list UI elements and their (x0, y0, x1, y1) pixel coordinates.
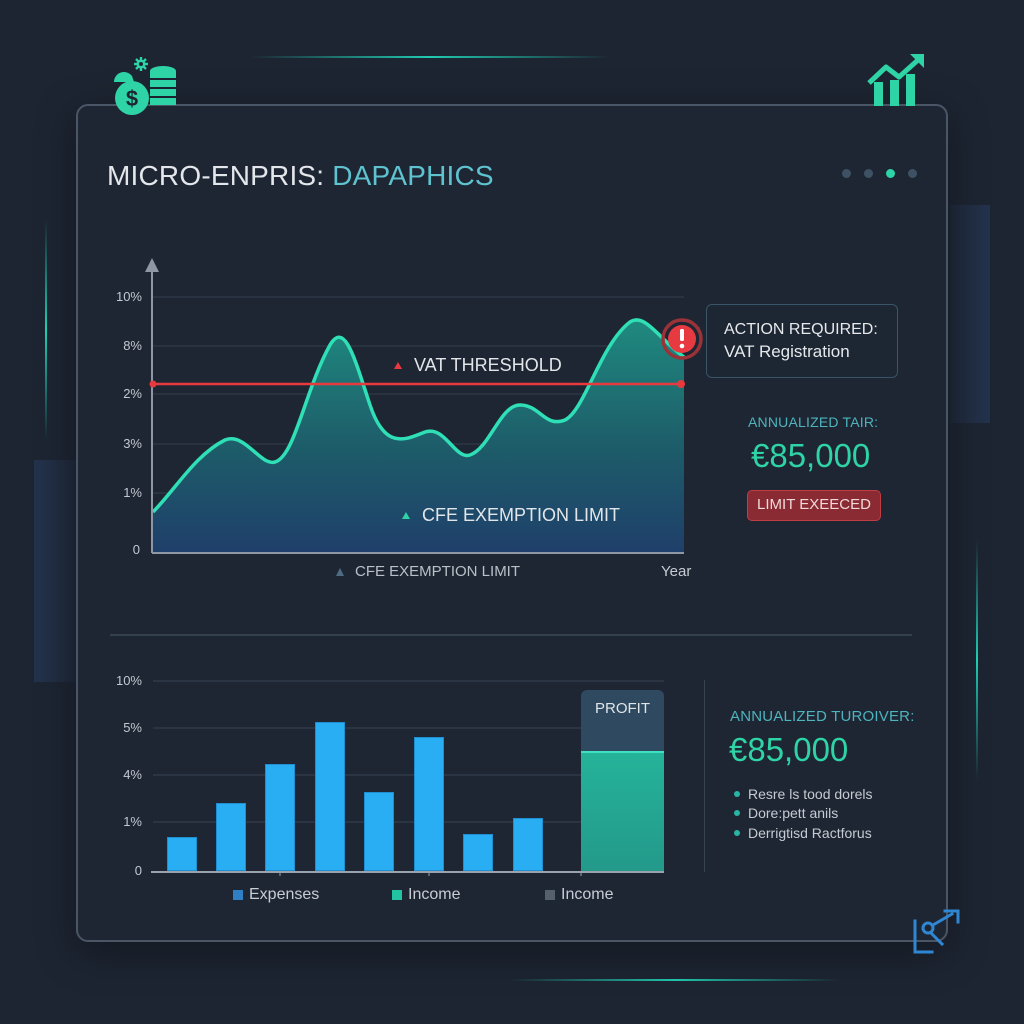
y-tick: 8% (123, 338, 142, 353)
bar-expenses-3[interactable] (265, 764, 295, 871)
legend-expenses[interactable]: Expenses (233, 886, 319, 904)
bar-chart-trend-up-icon (866, 52, 926, 107)
bar-chart-grid (151, 680, 664, 876)
legend-swatch-expenses (233, 890, 243, 900)
metric-divider (704, 680, 705, 872)
vat-threshold-label: VAT THRESHOLD (394, 355, 562, 376)
bar-expenses-1[interactable] (167, 837, 197, 871)
bar-expenses-4[interactable] (315, 722, 345, 871)
right-glow-line (976, 540, 978, 780)
top-glow-line (250, 56, 610, 58)
bar-expenses-2[interactable] (216, 803, 246, 871)
teal-triangle-icon (402, 512, 410, 519)
callout-line-1: ACTION REQUIRED: (724, 321, 878, 338)
y-tick: 1% (123, 485, 142, 500)
right-decor-slab (950, 205, 990, 423)
bullet-list: Resre ls tood dorels Dore:pett anils Der… (734, 784, 873, 843)
section-divider (110, 634, 912, 636)
callout-line-2: VAT Registration (724, 342, 850, 361)
y-tick: 4% (123, 767, 142, 782)
bar-expenses-7[interactable] (463, 834, 493, 871)
bar-expenses-8[interactable] (513, 818, 543, 871)
coins-dollar-gear-icon: $ (110, 55, 180, 120)
y-tick: 10% (115, 673, 142, 688)
left-decor-slab (34, 460, 76, 682)
bar-expenses-6[interactable] (414, 737, 444, 871)
profit-bar-header (581, 690, 664, 751)
page-indicator[interactable] (842, 169, 917, 178)
y-tick: 1% (123, 814, 142, 829)
area-chart (145, 258, 700, 554)
red-triangle-icon (394, 362, 402, 369)
bullet-item: Dore:pett anils (734, 804, 873, 824)
legend-income-secondary[interactable]: Income (545, 886, 613, 904)
svg-text:$: $ (126, 86, 138, 111)
y-tick: 0 (134, 863, 142, 878)
legend-income[interactable]: Income (392, 886, 460, 904)
cfe-exemption-label-below: CFE EXEMPTION LIMIT (336, 563, 520, 580)
page-dot-3-active[interactable] (886, 169, 895, 178)
legend-swatch-income (392, 890, 402, 900)
bullet-item: Derrigtisd Ractforus (734, 823, 873, 843)
y-tick: 5% (123, 720, 142, 735)
y-tick: 0 (132, 542, 140, 557)
profit-bar[interactable] (581, 751, 664, 871)
annualized-turnover-label: ANNUALIZED TUROIVER: (730, 708, 915, 725)
profit-label: PROFIT (595, 700, 650, 717)
action-required-callout[interactable]: ACTION REQUIRED: VAT Registration (706, 304, 898, 378)
annualized-turnover-value: €85,000 (729, 731, 849, 768)
y-tick: 2% (123, 386, 142, 401)
y-tick: 3% (123, 436, 142, 451)
title-accent: DAPAPHICS (332, 160, 494, 191)
bullet-item: Resre ls tood dorels (734, 784, 873, 804)
title-main: MICRO-ENPRIS: (107, 160, 325, 191)
limit-exceeded-badge: LIMIT EXEECED (747, 490, 881, 521)
expand-share-arrow-icon[interactable] (912, 908, 964, 960)
annualized-label: ANNUALIZED TAIR: (748, 414, 879, 430)
bottom-glow-line (510, 979, 840, 981)
cfe-exemption-label-inside: CFE EXEMPTION LIMIT (402, 505, 620, 526)
y-tick: 10% (115, 289, 142, 304)
page-dot-2[interactable] (864, 169, 873, 178)
left-glow-line (45, 220, 47, 440)
annualized-value: €85,000 (751, 437, 871, 474)
bar-expenses-5[interactable] (364, 792, 394, 871)
exclamation-alert-icon[interactable] (660, 317, 704, 361)
page-dot-1[interactable] (842, 169, 851, 178)
legend-swatch-income-secondary (545, 890, 555, 900)
slate-triangle-icon (336, 567, 344, 576)
page-dot-4[interactable] (908, 169, 917, 178)
x-axis-label: Year (661, 563, 692, 580)
page-title: MICRO-ENPRIS: DAPAPHICS (107, 160, 494, 192)
